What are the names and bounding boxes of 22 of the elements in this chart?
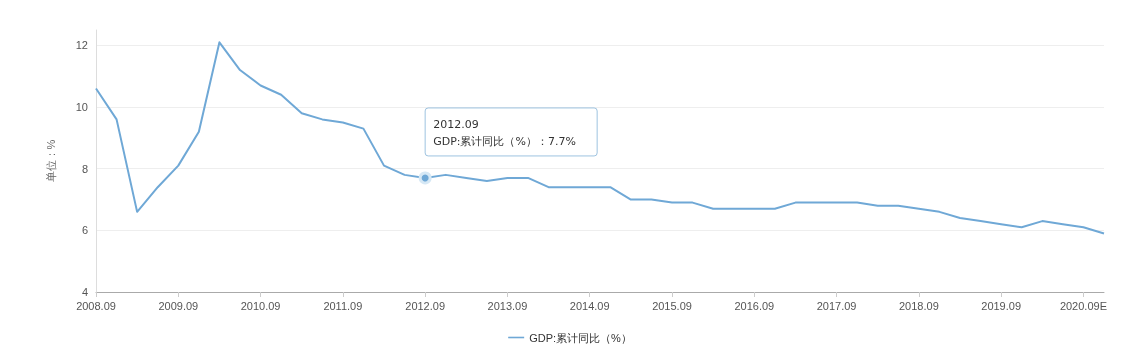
y-tick-label: 6 <box>81 224 88 237</box>
annotation: 2012.09 GDP:累计同比（%）：7.7% <box>433 117 576 148</box>
x-tick-label: 2017.09 <box>816 299 857 312</box>
x-tick-label: 2018.09 <box>898 299 939 312</box>
x-tick-label: 2010.09 <box>240 299 281 312</box>
legend-label: GDP:累计同比（%） <box>529 331 632 344</box>
x-tick-label: 2015.09 <box>652 299 692 312</box>
y-axis-title: 单位：% <box>44 139 57 183</box>
x-tick-label: 2012.09 <box>405 299 446 312</box>
x-tick-label: 2020.09E <box>1059 299 1107 312</box>
y-tick-label: 12 <box>75 39 88 52</box>
x-tick-label: 2013.09 <box>487 299 528 312</box>
y-tick-label: 10 <box>75 101 88 114</box>
x-tick-label: 2008.09 <box>76 299 116 312</box>
x-tick-label: 2014.09 <box>569 299 610 312</box>
x-tick-label: 2016.09 <box>734 299 775 312</box>
x-tick-label: 2019.09 <box>981 299 1022 312</box>
y-tick-label: 8 <box>81 162 88 175</box>
x-tick-label: 2009.09 <box>158 299 199 312</box>
y-tick-label: 4 <box>81 286 88 298</box>
line-series <box>95 41 1105 235</box>
x-tick-label: 2011.09 <box>323 299 363 312</box>
